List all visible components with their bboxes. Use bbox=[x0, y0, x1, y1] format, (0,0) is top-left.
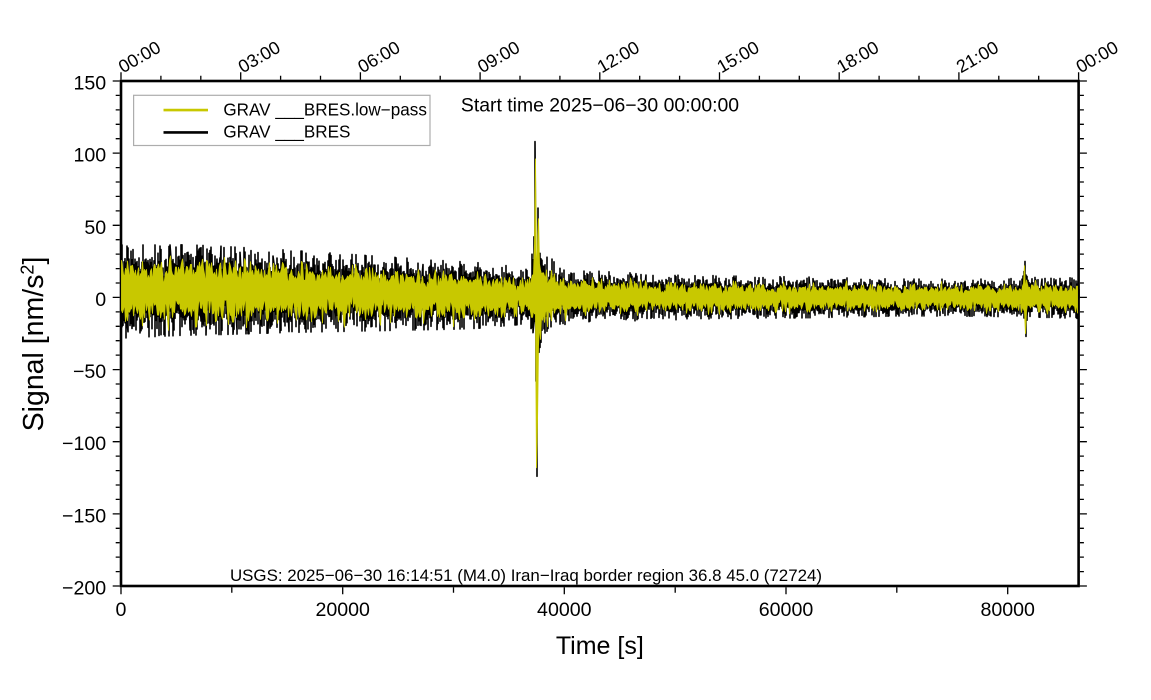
svg-text:−150: −150 bbox=[62, 505, 106, 527]
svg-text:GRAV ___BRES.low−pass: GRAV ___BRES.low−pass bbox=[223, 100, 426, 119]
svg-text:0: 0 bbox=[95, 289, 106, 311]
svg-text:Start time 2025−06−30 00:00:00: Start time 2025−06−30 00:00:00 bbox=[461, 94, 739, 116]
svg-text:GRAV ___BRES: GRAV ___BRES bbox=[223, 123, 350, 142]
svg-text:100: 100 bbox=[73, 145, 106, 167]
svg-text:−200: −200 bbox=[62, 578, 106, 600]
svg-text:06:00: 06:00 bbox=[354, 37, 403, 77]
svg-text:00:00: 00:00 bbox=[1073, 37, 1122, 77]
svg-text:12:00: 12:00 bbox=[594, 37, 643, 77]
svg-text:−50: −50 bbox=[73, 361, 106, 383]
svg-text:−100: −100 bbox=[62, 433, 106, 455]
svg-text:15:00: 15:00 bbox=[714, 37, 763, 77]
svg-text:Signal [nm/s2]: Signal [nm/s2] bbox=[18, 257, 51, 432]
svg-text:150: 150 bbox=[73, 73, 106, 95]
svg-text:USGS: 2025−06−30 16:14:51 (M4.: USGS: 2025−06−30 16:14:51 (M4.0) Iran−Ir… bbox=[230, 566, 822, 585]
svg-text:0: 0 bbox=[116, 599, 127, 621]
svg-text:00:00: 00:00 bbox=[115, 37, 164, 77]
svg-text:Time [s]: Time [s] bbox=[556, 632, 644, 660]
svg-text:50: 50 bbox=[84, 217, 106, 239]
svg-text:40000: 40000 bbox=[537, 599, 592, 621]
svg-text:18:00: 18:00 bbox=[833, 37, 882, 77]
svg-text:60000: 60000 bbox=[759, 599, 814, 621]
svg-text:20000: 20000 bbox=[315, 599, 370, 621]
svg-text:80000: 80000 bbox=[980, 599, 1035, 621]
svg-text:21:00: 21:00 bbox=[953, 37, 1002, 77]
svg-text:03:00: 03:00 bbox=[235, 37, 284, 77]
svg-text:09:00: 09:00 bbox=[474, 37, 523, 77]
